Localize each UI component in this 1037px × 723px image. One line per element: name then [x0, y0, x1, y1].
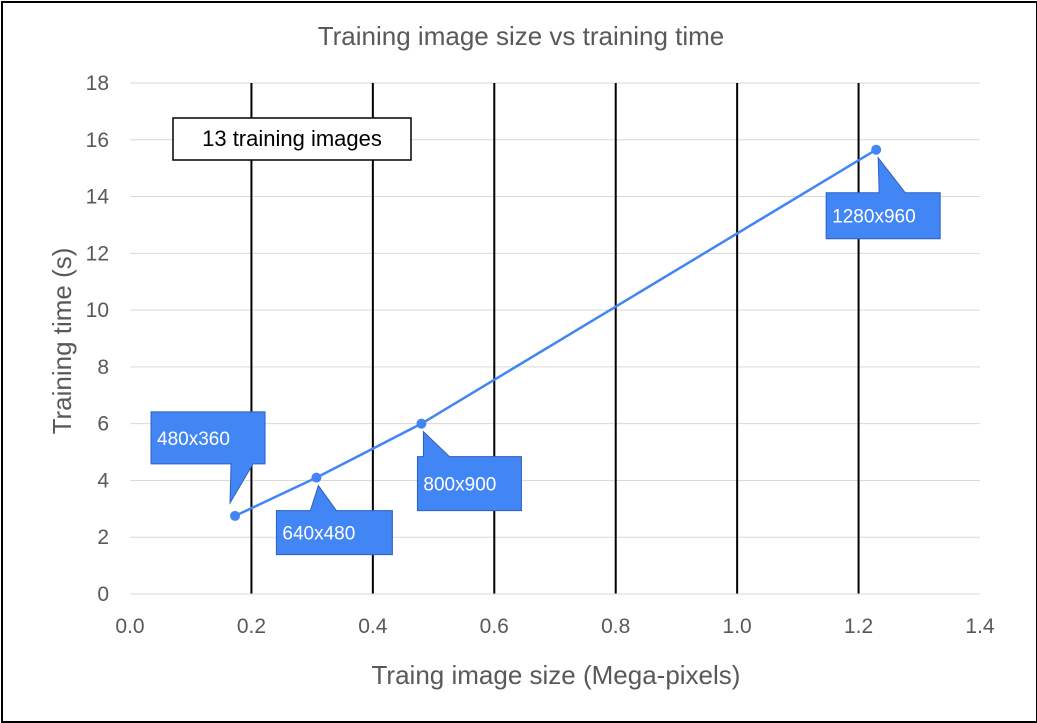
callout-box: [275, 484, 393, 556]
chart: Training image size vs training time 0 2 4…: [47, 21, 995, 690]
point-label: 1280x960: [832, 207, 915, 228]
annotation-text: 13 training images: [202, 126, 382, 151]
y-tick-label: 12: [86, 242, 109, 265]
chart-title: Training image size vs training time: [318, 21, 725, 51]
data-point: [230, 510, 241, 521]
x-tick-label: 0.4: [358, 615, 388, 638]
y-tick-label: 14: [86, 186, 110, 209]
y-tick-label: 6: [97, 413, 109, 436]
x-tick-label: 1.4: [965, 615, 995, 638]
y-tick-label: 16: [86, 129, 109, 152]
y-tick-label: 10: [86, 299, 109, 322]
point-label: 640x480: [282, 524, 355, 545]
x-tick-label: 0.8: [601, 615, 630, 638]
y-tick-label: 4: [97, 469, 109, 492]
data-point: [416, 418, 427, 429]
x-tick-label: 1.0: [723, 615, 752, 638]
y-axis-ticks: 0 2 4 6 8 10 12 14 16 18: [86, 72, 110, 606]
series-group: [230, 144, 882, 521]
callouts-group: 480x360 640x480 800x900 1280x960: [150, 156, 941, 556]
y-tick-label: 18: [86, 72, 109, 95]
x-tick-label: 0.2: [237, 615, 266, 638]
callout-box: [416, 430, 522, 512]
data-point: [871, 144, 882, 155]
callout-box: [150, 411, 266, 505]
x-tick-label: 0.6: [480, 615, 509, 638]
annotation-box-frame: [172, 117, 412, 161]
annotation-box: 13 training images: [172, 117, 412, 161]
series-line: [234, 148, 877, 518]
point-label: 800x900: [423, 475, 496, 496]
y-tick-label: 0: [97, 583, 109, 606]
x-tick-label: 1.2: [844, 615, 873, 638]
y-tick-label: 2: [97, 526, 109, 549]
y-axis-title: Training time (s): [47, 248, 77, 435]
x-tick-label: 0.0: [115, 615, 144, 638]
x-axis-ticks: 0.0 0.2 0.4 0.6 0.8 1.0 1.2 1.4: [115, 615, 995, 638]
data-point: [311, 472, 322, 483]
x-axis-title: Traing image size (Mega-pixels): [372, 660, 741, 690]
y-tick-label: 8: [97, 356, 109, 379]
callout-box: [825, 156, 941, 240]
point-label: 480x360: [157, 429, 230, 450]
